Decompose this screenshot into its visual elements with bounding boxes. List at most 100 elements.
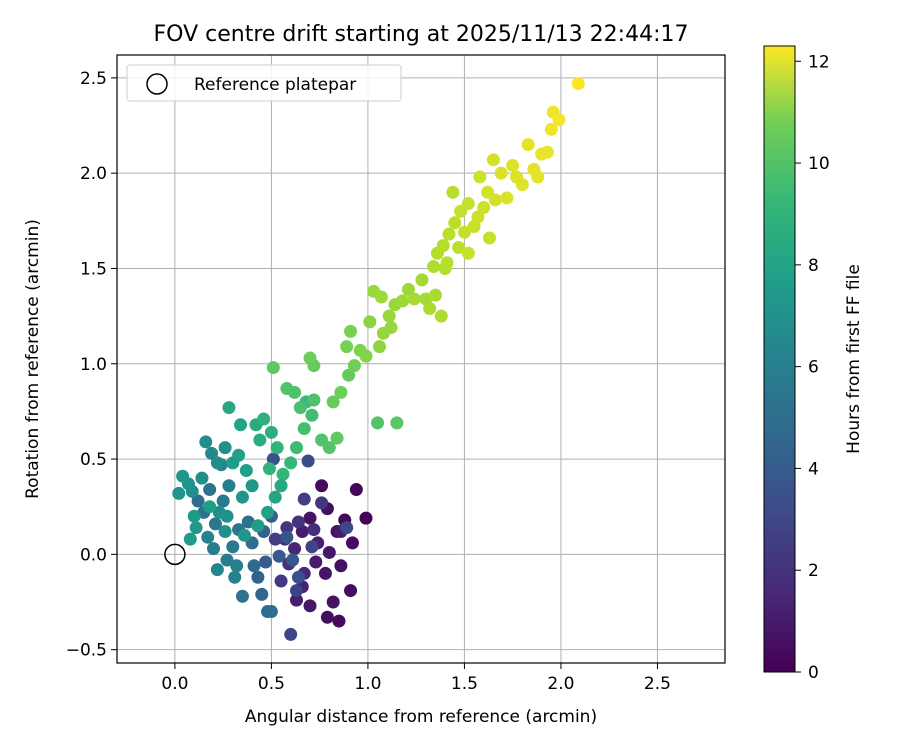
- data-point: [220, 509, 234, 523]
- data-point: [290, 441, 304, 455]
- data-point: [307, 393, 321, 407]
- colorbar-tick-label: 4: [808, 459, 819, 479]
- data-point: [322, 441, 336, 455]
- data-point: [270, 441, 284, 455]
- data-point: [401, 282, 415, 296]
- data-point: [176, 469, 190, 483]
- data-point: [307, 523, 321, 537]
- data-point: [264, 605, 278, 619]
- data-point: [305, 408, 319, 422]
- data-point: [506, 159, 520, 173]
- data-point: [342, 368, 356, 382]
- data-point: [344, 324, 358, 338]
- data-point: [521, 138, 535, 152]
- data-point: [452, 241, 466, 255]
- data-point: [332, 614, 346, 628]
- data-point: [473, 170, 487, 184]
- data-point: [234, 418, 248, 432]
- plot-area: 0.0 0.5 1.0 1.5 2.0 2.5 −0.5 0.0 0.5 1.0 1.5 2.0 2.…: [66, 54, 726, 694]
- data-point: [371, 416, 385, 430]
- data-point: [280, 530, 294, 544]
- data-point: [226, 540, 240, 554]
- data-point: [434, 309, 448, 323]
- data-point: [494, 166, 508, 180]
- data-point: [226, 456, 240, 470]
- x-axis-label: Angular distance from reference (arcmin): [245, 707, 597, 727]
- data-point: [396, 294, 410, 308]
- data-point: [359, 349, 373, 363]
- data-point: [423, 301, 437, 315]
- data-point: [384, 321, 398, 335]
- data-point: [222, 401, 236, 415]
- data-point: [477, 200, 491, 214]
- data-point: [415, 273, 429, 287]
- colorbar: 0 2 4 6 8 10 12 Hours from first FF file: [763, 45, 864, 683]
- data-point: [201, 530, 215, 544]
- data-point: [303, 511, 317, 525]
- colorbar-tick-label: 8: [808, 256, 819, 276]
- data-point: [446, 185, 460, 199]
- data-point: [293, 401, 307, 415]
- data-point: [330, 431, 344, 445]
- data-point: [199, 435, 213, 449]
- data-point: [340, 340, 354, 354]
- data-point: [471, 210, 485, 224]
- data-point: [349, 483, 363, 497]
- data-point: [301, 454, 315, 468]
- colorbar-tick-label: 12: [808, 52, 830, 72]
- data-point: [347, 359, 361, 373]
- data-point: [326, 395, 340, 409]
- data-point: [334, 559, 348, 573]
- colorbar-tick-label: 0: [808, 663, 819, 683]
- data-point: [274, 574, 288, 588]
- data-point: [210, 563, 224, 577]
- data-point: [297, 422, 311, 436]
- data-point: [210, 456, 224, 470]
- data-point: [245, 479, 259, 493]
- data-point: [344, 584, 358, 598]
- data-point: [284, 627, 298, 641]
- data-point: [286, 553, 300, 567]
- data-point: [239, 463, 253, 477]
- data-point: [259, 555, 273, 569]
- data-point: [544, 122, 558, 136]
- data-point: [218, 441, 232, 455]
- data-point: [303, 351, 317, 365]
- data-point: [207, 542, 221, 556]
- colorbar-gradient: [763, 45, 796, 673]
- data-point: [251, 519, 265, 533]
- data-point: [527, 162, 541, 176]
- data-point: [257, 412, 271, 426]
- data-point: [230, 559, 244, 573]
- data-point: [442, 227, 456, 241]
- data-point: [264, 425, 278, 439]
- data-point: [216, 494, 230, 508]
- data-point: [390, 416, 404, 430]
- data-point: [191, 494, 205, 508]
- legend-box: [126, 64, 402, 102]
- data-point: [363, 315, 377, 329]
- x-tick-label: 2.5: [644, 674, 671, 694]
- data-point: [483, 231, 497, 245]
- data-point: [253, 433, 267, 447]
- y-axis-ticks: −0.5 0.0 0.5 1.0 1.5 2.0 2.5: [66, 69, 117, 661]
- data-point: [407, 292, 421, 306]
- data-point: [291, 515, 305, 529]
- data-point: [488, 193, 502, 207]
- data-point: [326, 595, 340, 609]
- chart-title: FOV centre drift starting at 2025/11/13 …: [154, 22, 689, 47]
- data-point: [457, 225, 471, 239]
- data-point: [315, 479, 329, 493]
- data-point: [428, 288, 442, 302]
- data-point: [237, 528, 251, 542]
- data-point: [436, 239, 450, 253]
- data-point: [571, 77, 585, 91]
- legend: Reference platepar: [126, 64, 402, 102]
- data-point: [222, 479, 236, 493]
- data-point: [540, 145, 554, 159]
- x-tick-label: 1.5: [451, 674, 478, 694]
- data-point: [203, 500, 217, 514]
- x-tick-label: 1.0: [354, 674, 381, 694]
- data-point: [322, 545, 336, 559]
